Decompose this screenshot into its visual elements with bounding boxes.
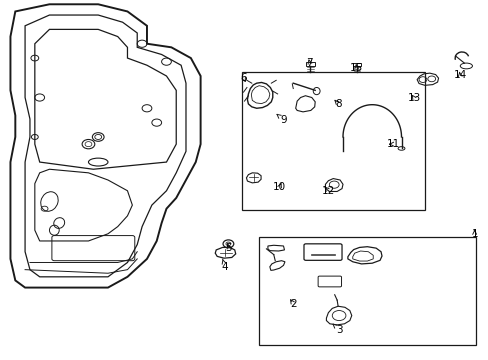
- Text: 14: 14: [452, 70, 466, 80]
- Bar: [305, 62, 314, 66]
- Text: 11: 11: [386, 139, 399, 149]
- Text: 6: 6: [240, 73, 246, 83]
- Text: 4: 4: [221, 259, 228, 272]
- Text: 9: 9: [276, 114, 286, 125]
- Text: 10: 10: [272, 182, 285, 192]
- Text: 12: 12: [321, 186, 334, 196]
- Text: 1: 1: [470, 229, 477, 239]
- Bar: [352, 63, 360, 66]
- Text: 2: 2: [289, 299, 296, 309]
- Text: 8: 8: [334, 99, 341, 109]
- Bar: [242, 72, 424, 211]
- Text: 3: 3: [332, 324, 342, 335]
- Text: 5: 5: [225, 243, 232, 253]
- Text: 7: 7: [306, 58, 312, 68]
- Bar: [259, 237, 475, 345]
- Text: 15: 15: [349, 63, 363, 73]
- Text: 13: 13: [407, 93, 420, 103]
